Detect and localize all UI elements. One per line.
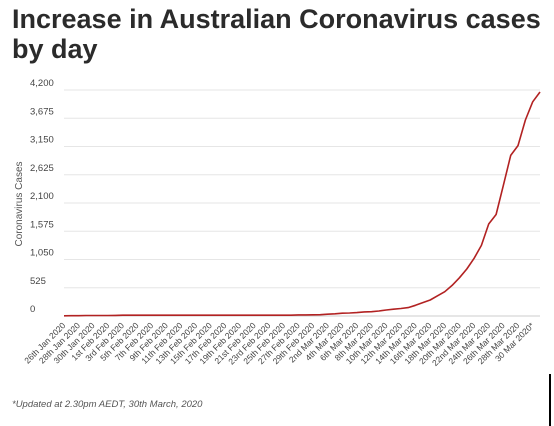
y-tick-label: 3,150: [30, 135, 54, 146]
y-axis-label: Coronavirus Cases: [14, 161, 25, 246]
y-tick-label: 4,200: [30, 78, 54, 89]
edge-divider: [549, 374, 551, 426]
gridlines: [64, 89, 540, 317]
y-tick-label: 2,625: [30, 163, 54, 174]
y-tick-label: 1,050: [30, 248, 54, 259]
series-line: [63, 91, 541, 317]
y-tick-label: 0: [30, 304, 35, 315]
y-tick-label: 1,575: [30, 219, 54, 230]
y-tick-label: 525: [30, 276, 46, 287]
footnote: *Updated at 2.30pm AEDT, 30th March, 202…: [12, 399, 203, 410]
y-tick-labels: 4,200 3,675 3,150 2,625 2,100 1,575 1,050 525 0: [30, 78, 54, 315]
chart-title: Increase in Australian Coronavirus cases…: [12, 4, 541, 64]
y-tick-label: 3,675: [30, 106, 54, 117]
y-tick-label: 2,100: [30, 191, 54, 202]
series-layer: [63, 91, 541, 317]
